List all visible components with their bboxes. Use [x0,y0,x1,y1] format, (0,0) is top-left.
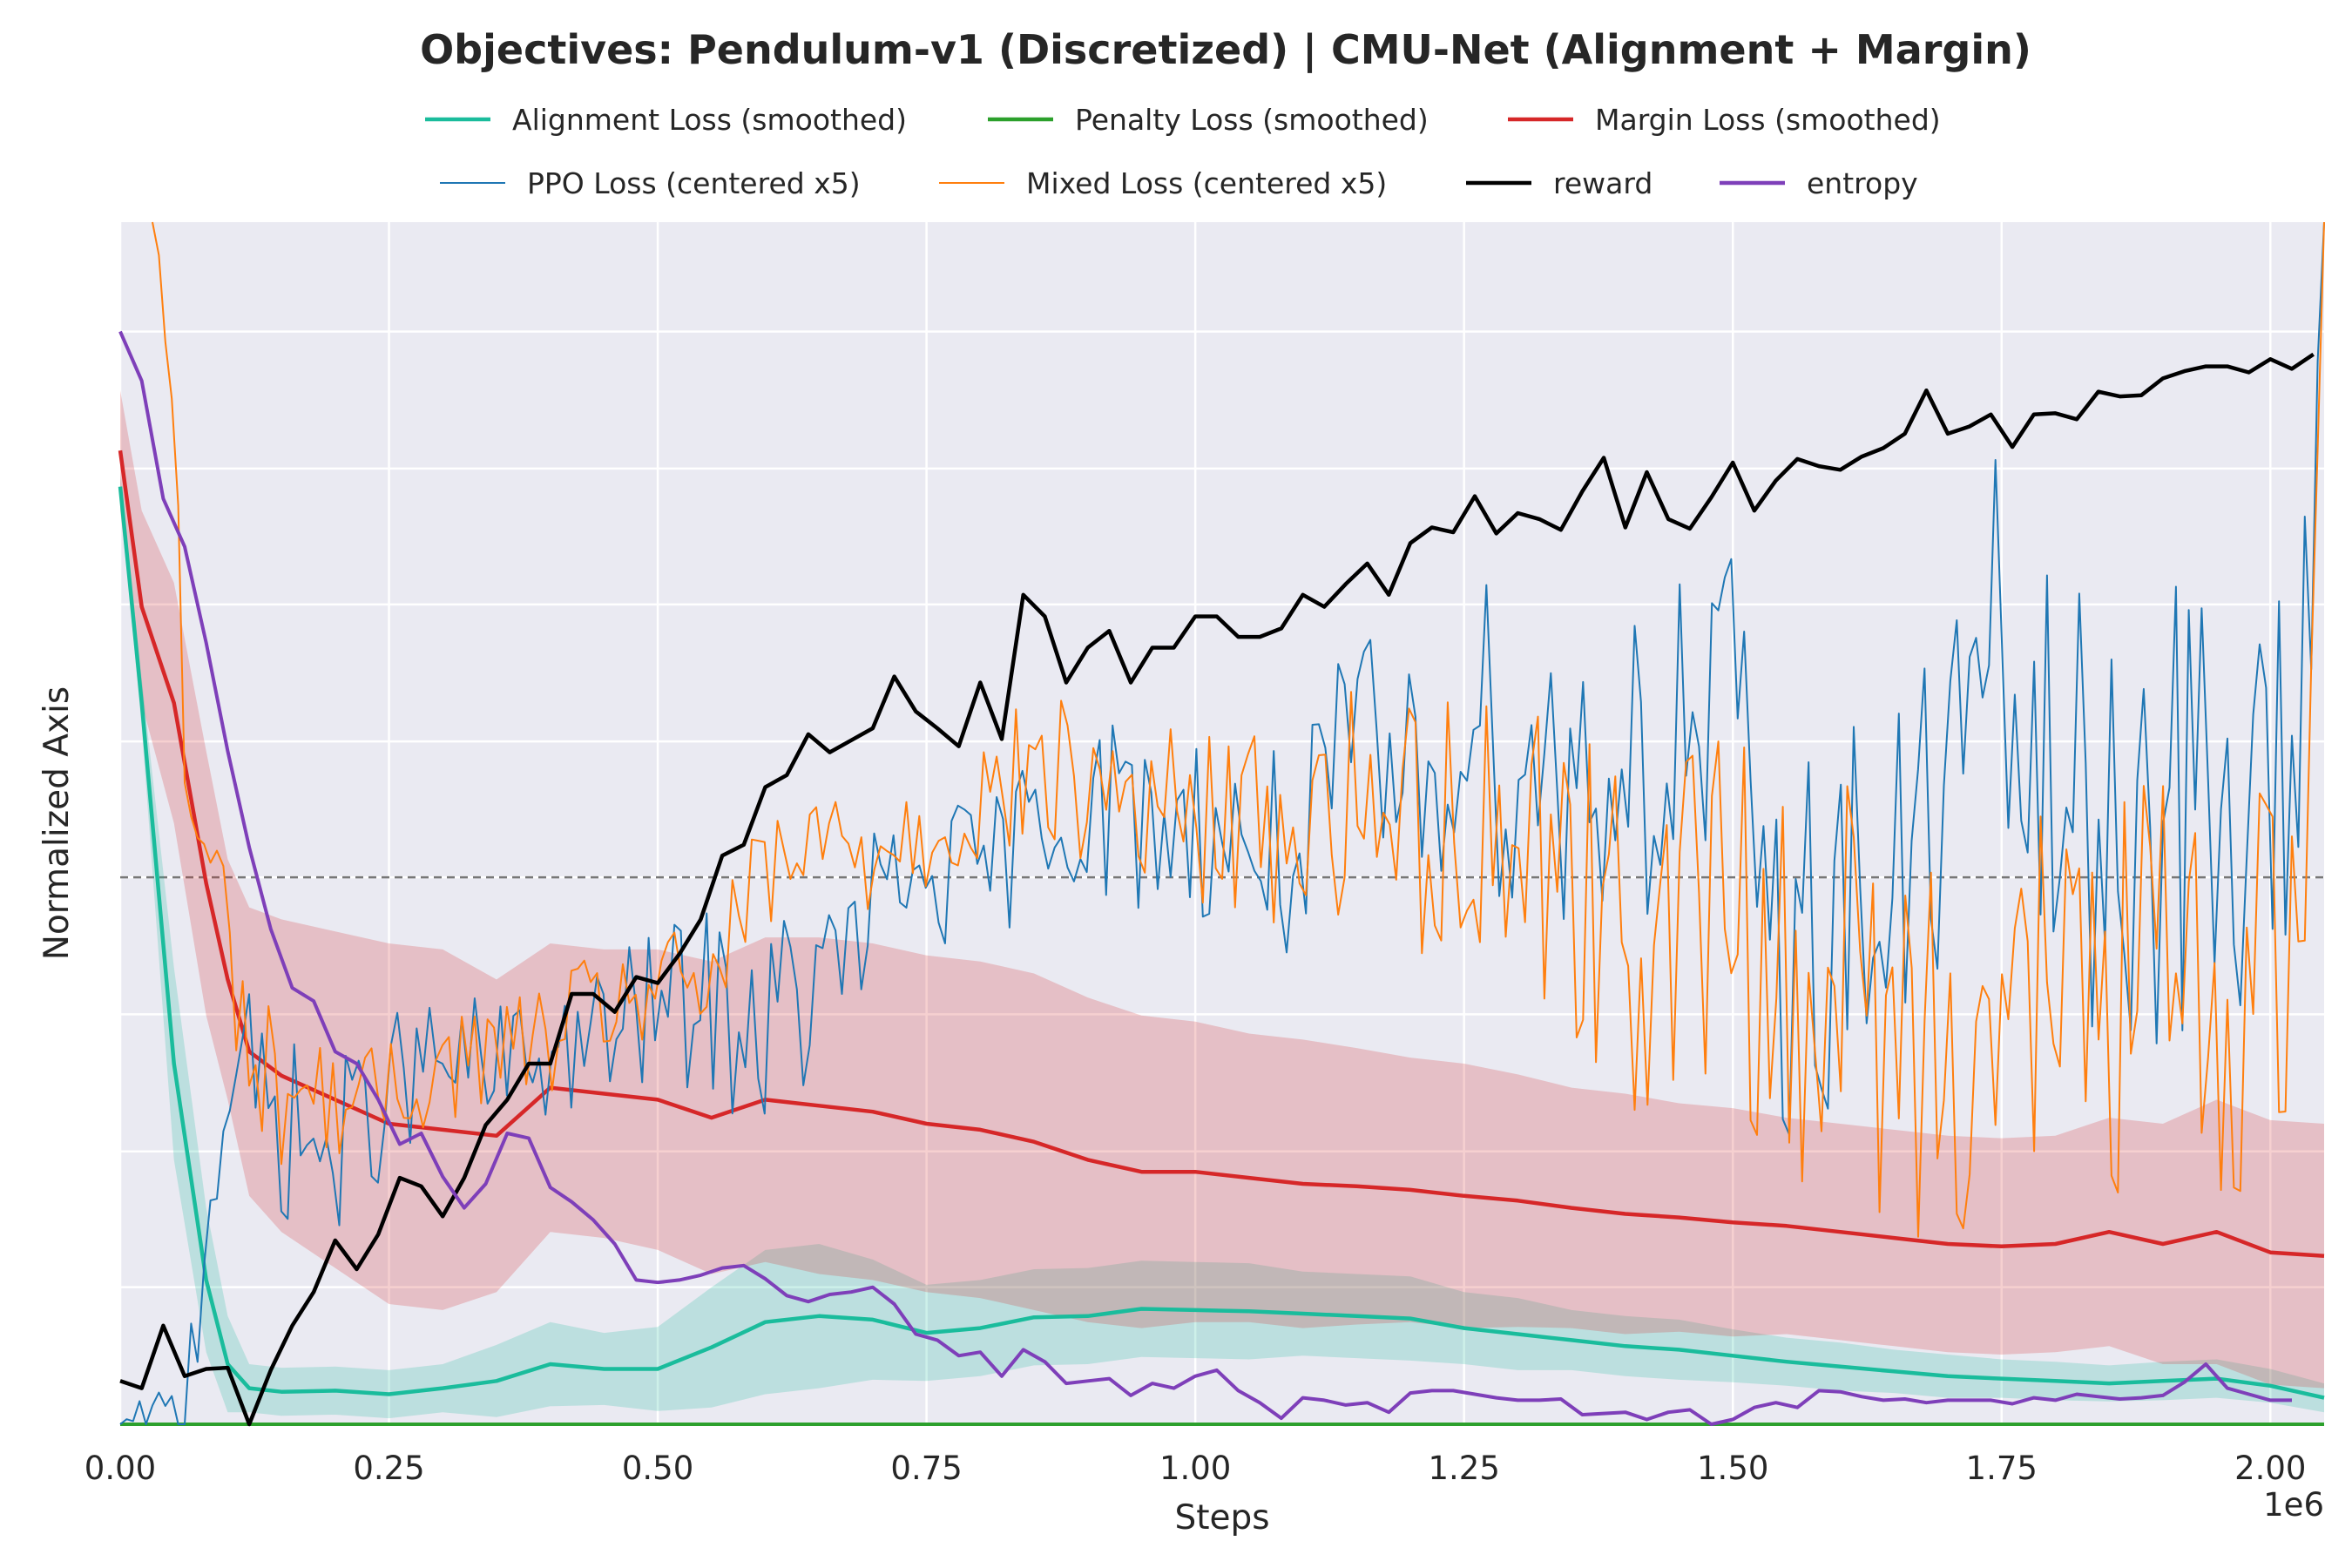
reward-line [119,352,2315,1427]
x-tick-label: 0.25 [353,1450,424,1487]
y-axis-label: Normalized Axis [37,686,77,960]
confidence-bands [120,390,2324,1419]
x-tick-label: 1.50 [1697,1450,1768,1487]
x-axis-label: Steps [1174,1498,1269,1538]
x-axis-ticks: 0.00 0.25 0.50 0.75 1.00 1.25 1.50 1.75 2.00 [84,1450,2307,1487]
x-tick-label: 0.75 [890,1450,962,1487]
margin-loss-smoothed-band [120,390,2324,1389]
x-tick-label: 1.75 [1966,1450,2038,1487]
x-tick-label: 0.00 [84,1450,156,1487]
legend-label-entropy: entropy [1807,166,1918,200]
ppo-loss-centered-x5-line [119,221,2325,1425]
x-tick-label: 0.50 [622,1450,693,1487]
legend-label-penalty-loss-smoothed: Penalty Loss (smoothed) [1075,103,1429,137]
x-tick-label: 2.00 [2234,1450,2306,1487]
plot-area [120,222,2324,1424]
alignment-loss-smoothed-line [118,486,2325,1400]
legend: Alignment Loss (smoothed) Penalty Loss (s… [425,103,1941,200]
entropy-line [118,330,2292,1426]
series-lines [118,221,2325,1427]
mixed-loss-centered-x5-line [152,221,2325,1238]
chart-title: Objectives: Pendulum-v1 (Discretized) | … [420,26,2031,74]
x-axis-offset-label: 1e6 [2263,1486,2324,1524]
x-tick-label: 1.00 [1159,1450,1231,1487]
legend-label-ppo-loss-centered-x5: PPO Loss (centered x5) [527,166,861,200]
margin-loss-smoothed-line [118,449,2325,1259]
legend-label-reward: reward [1553,166,1652,200]
legend-label-margin-loss-smoothed: Margin Loss (smoothed) [1595,103,1941,137]
legend-label-alignment-loss-smoothed: Alignment Loss (smoothed) [512,103,907,137]
grid [118,222,2324,1424]
legend-label-mixed-loss-centered-x5: Mixed Loss (centered x5) [1026,166,1387,200]
x-tick-label: 1.25 [1428,1450,1499,1487]
